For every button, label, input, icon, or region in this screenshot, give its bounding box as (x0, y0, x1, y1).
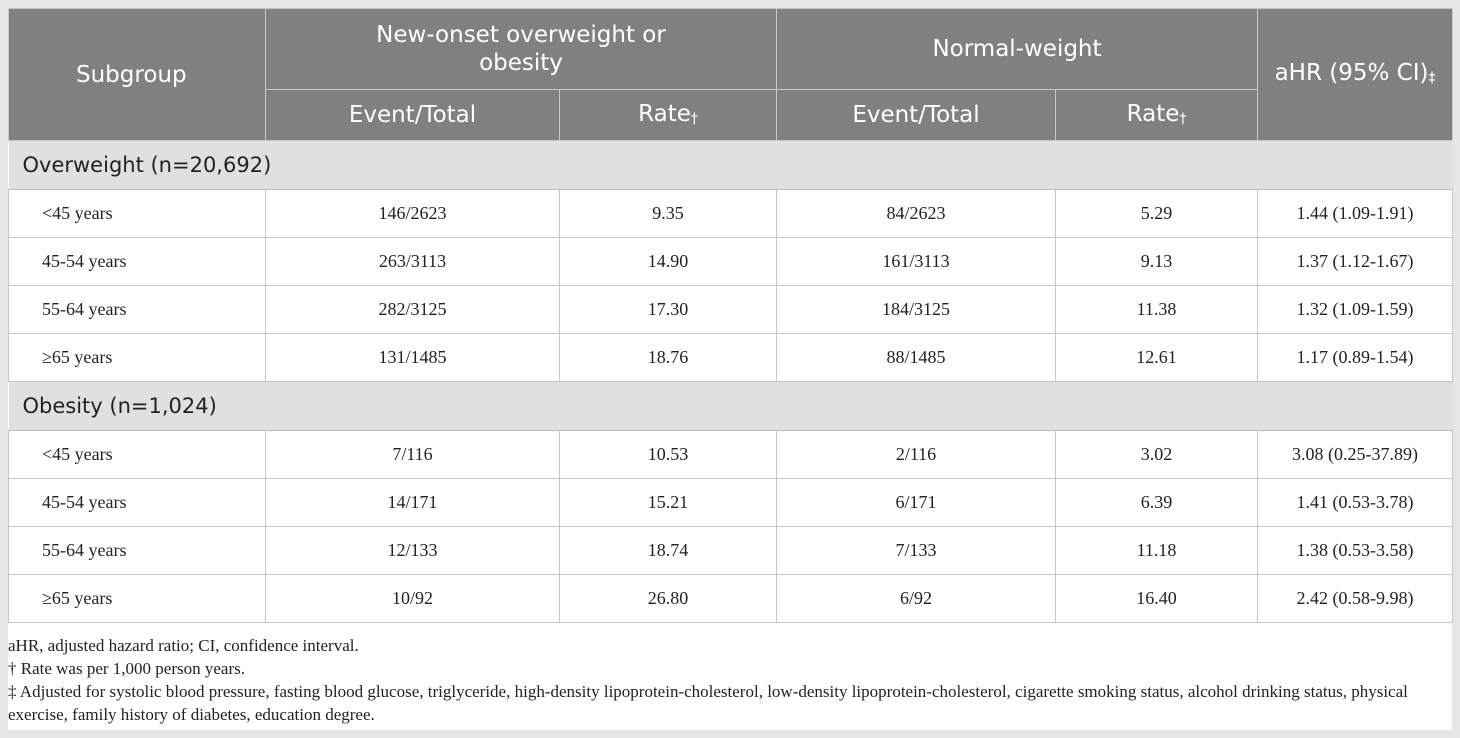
norm-event-total: 2/116 (776, 430, 1056, 479)
group-title: Overweight (n=20,692) (8, 140, 1453, 190)
new-rate: 15.21 (559, 478, 777, 527)
header-new-rate: Rate† (559, 89, 777, 141)
new-rate: 9.35 (559, 189, 777, 238)
row-label: ≥65 years (8, 574, 266, 623)
ahr-value: 1.44 (1.09-1.91) (1257, 189, 1454, 238)
footnote-rate: † Rate was per 1,000 person years. (8, 659, 245, 678)
new-event-total: 131/1485 (265, 333, 560, 382)
header-subgroup: Subgroup (8, 8, 266, 141)
group-title: Obesity (n=1,024) (8, 381, 1453, 431)
row-label: 55-64 years (8, 526, 266, 575)
new-rate: 18.76 (559, 333, 777, 382)
norm-rate: 9.13 (1054, 237, 1259, 286)
norm-rate: 12.61 (1054, 333, 1259, 382)
norm-event-total: 84/2623 (776, 189, 1056, 238)
norm-event-total: 6/171 (776, 478, 1056, 527)
table-row: <45 years 146/2623 9.35 84/2623 5.29 1.4… (8, 189, 1454, 238)
table-row: 55-64 years 282/3125 17.30 184/3125 11.3… (8, 285, 1454, 334)
norm-event-total: 6/92 (776, 574, 1056, 623)
header-norm-rate-label: Rate (1126, 100, 1180, 127)
footnote-abbreviations: aHR, adjusted hazard ratio; CI, confiden… (8, 636, 359, 655)
table-row: ≥65 years 10/92 26.80 6/92 16.40 2.42 (0… (8, 574, 1454, 623)
table-row: <45 years 7/116 10.53 2/116 3.02 3.08 (0… (8, 430, 1454, 479)
table-row: 45-54 years 263/3113 14.90 161/3113 9.13… (8, 237, 1454, 286)
new-event-total: 146/2623 (265, 189, 560, 238)
ahr-value: 3.08 (0.25-37.89) (1257, 430, 1454, 479)
norm-event-total: 184/3125 (776, 285, 1056, 334)
norm-rate: 11.18 (1054, 526, 1259, 575)
group-row-overweight: Overweight (n=20,692) (8, 140, 1453, 190)
table-row: 55-64 years 12/133 18.74 7/133 11.18 1.3… (8, 526, 1454, 575)
header-normal-weight: Normal-weight (775, 8, 1259, 90)
ahr-value: 1.38 (0.53-3.58) (1257, 526, 1454, 575)
norm-rate: 3.02 (1054, 430, 1259, 479)
new-event-total: 10/92 (265, 574, 560, 623)
table-body: Overweight (n=20,692) <45 years 146/2623… (8, 140, 1454, 623)
header-ahr: aHR (95% CI)‡ (1257, 8, 1454, 141)
new-event-total: 7/116 (265, 430, 560, 479)
subgroup-table: Subgroup New-onset overweight or obesity… (8, 8, 1454, 623)
norm-rate: 16.40 (1054, 574, 1259, 623)
header-norm-event-total: Event/Total (776, 89, 1056, 141)
header-norm-rate: Rate† (1054, 89, 1259, 141)
new-event-total: 12/133 (265, 526, 560, 575)
header-new-rate-label: Rate (638, 100, 691, 127)
ahr-value: 1.32 (1.09-1.59) (1257, 285, 1454, 334)
norm-rate: 11.38 (1054, 285, 1259, 334)
new-rate: 14.90 (559, 237, 777, 286)
new-rate: 10.53 (559, 430, 777, 479)
row-label: <45 years (8, 430, 266, 479)
norm-event-total: 7/133 (776, 526, 1056, 575)
header-ahr-label: aHR (95% CI) (1274, 60, 1429, 86)
ahr-value: 2.42 (0.58-9.98) (1257, 574, 1454, 623)
header-new-event-total: Event/Total (265, 89, 560, 141)
new-event-total: 14/171 (265, 478, 560, 527)
row-label: 45-54 years (8, 478, 266, 527)
ahr-value: 1.37 (1.12-1.67) (1257, 237, 1454, 286)
footnote-adjustment: ‡ Adjusted for systolic blood pressure, … (8, 682, 1408, 724)
table-footnotes: aHR, adjusted hazard ratio; CI, confiden… (8, 634, 1452, 726)
header-new-rate-mark: † (690, 110, 698, 127)
header-new-onset: New-onset overweight or obesity (265, 8, 777, 90)
norm-rate: 6.39 (1054, 478, 1259, 527)
new-event-total: 282/3125 (265, 285, 560, 334)
ahr-value: 1.41 (0.53-3.78) (1257, 478, 1454, 527)
header-ahr-mark: ‡ (1428, 70, 1436, 86)
group-row-obesity: Obesity (n=1,024) (8, 381, 1453, 431)
row-label: 45-54 years (8, 237, 266, 286)
header-new-onset-label: New-onset overweight or obesity (376, 22, 666, 76)
new-rate: 26.80 (559, 574, 777, 623)
norm-event-total: 88/1485 (776, 333, 1056, 382)
norm-event-total: 161/3113 (776, 237, 1056, 286)
new-rate: 18.74 (559, 526, 777, 575)
new-event-total: 263/3113 (265, 237, 560, 286)
table-row: ≥65 years 131/1485 18.76 88/1485 12.61 1… (8, 333, 1454, 382)
row-label: ≥65 years (8, 333, 266, 382)
header-norm-rate-mark: † (1179, 110, 1187, 127)
row-label: <45 years (8, 189, 266, 238)
row-label: 55-64 years (8, 285, 266, 334)
ahr-value: 1.17 (0.89-1.54) (1257, 333, 1454, 382)
table-header: Subgroup New-onset overweight or obesity… (8, 8, 1454, 141)
new-rate: 17.30 (559, 285, 777, 334)
norm-rate: 5.29 (1054, 189, 1259, 238)
table-row: 45-54 years 14/171 15.21 6/171 6.39 1.41… (8, 478, 1454, 527)
